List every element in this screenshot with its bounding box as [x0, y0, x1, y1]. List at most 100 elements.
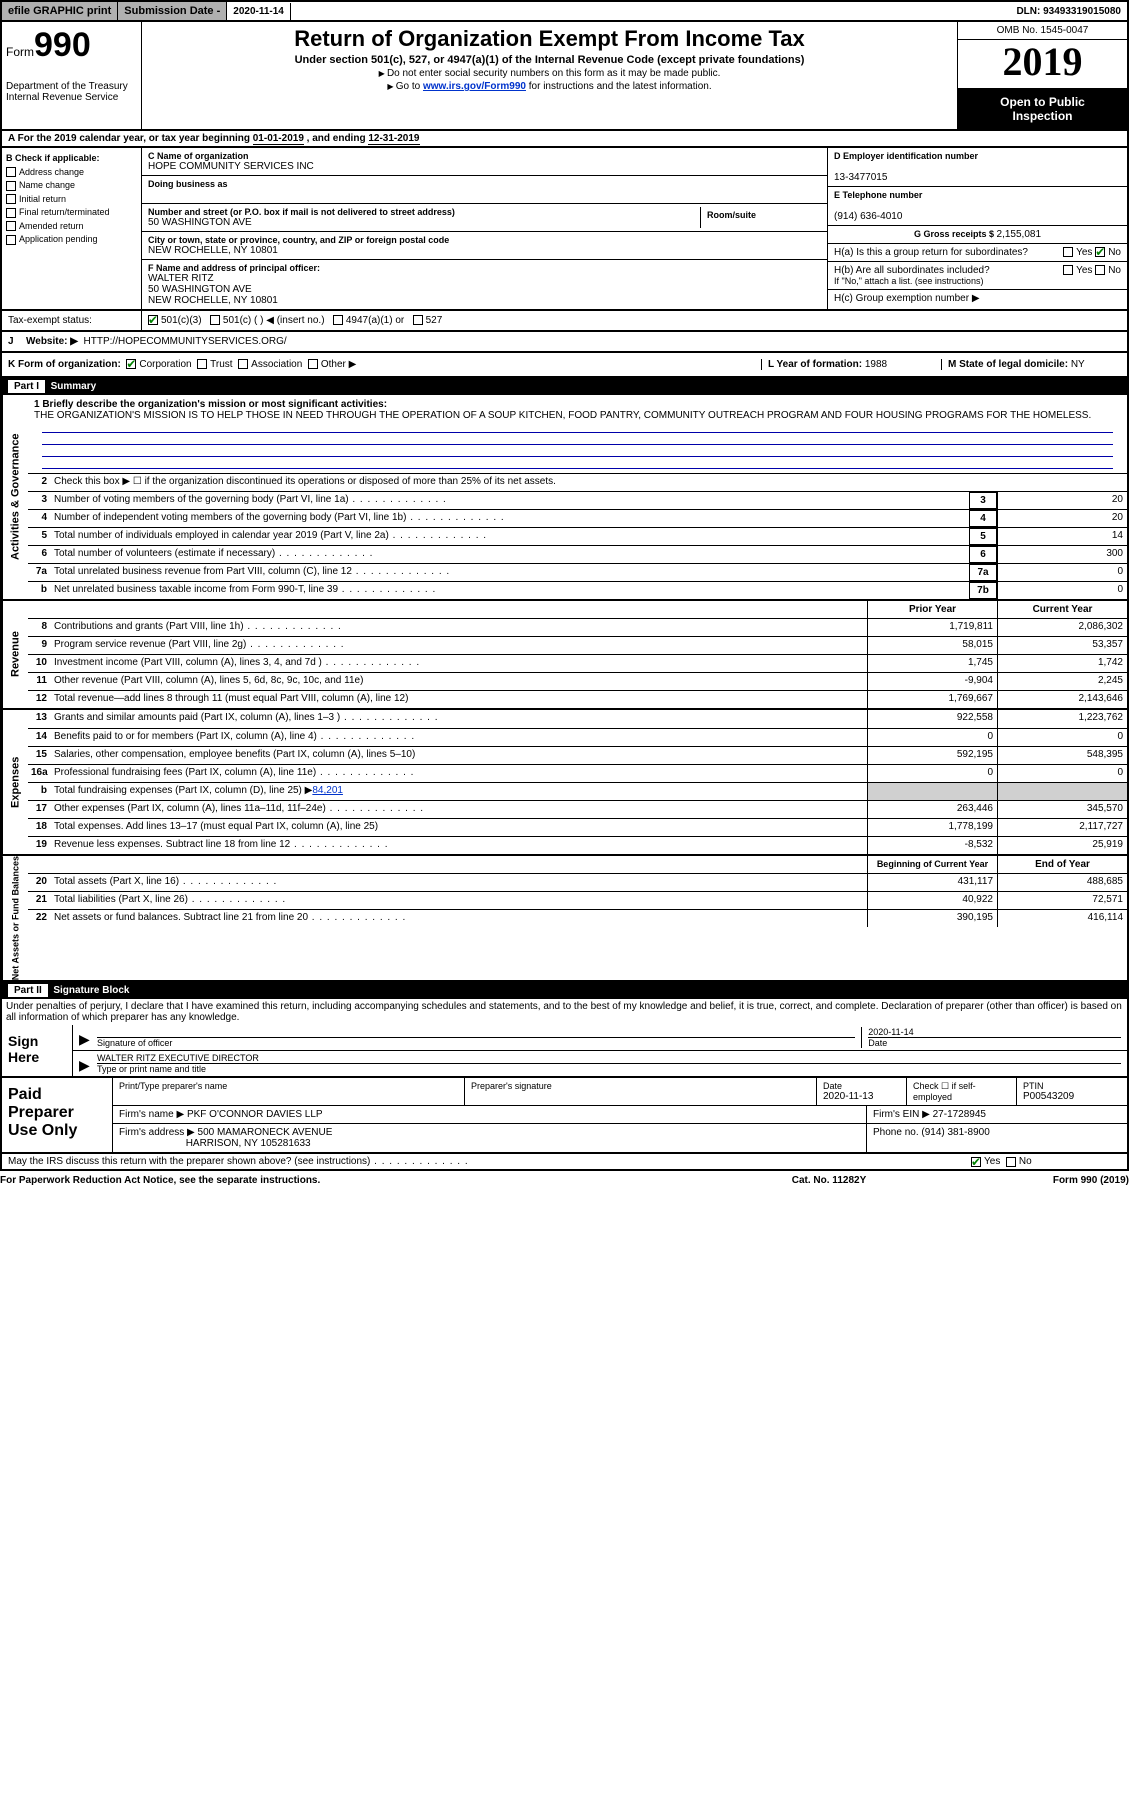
- irs: Internal Revenue Service: [6, 92, 137, 103]
- cb-amended: Amended return: [6, 220, 137, 234]
- form990-link[interactable]: www.irs.gov/Form990: [423, 81, 526, 92]
- form-subtitle: Under section 501(c), 527, or 4947(a)(1)…: [150, 54, 949, 66]
- penalty-text: Under penalties of perjury, I declare th…: [0, 999, 1129, 1025]
- period-row: A For the 2019 calendar year, or tax yea…: [0, 131, 1129, 148]
- firm-addr1: 500 MAMARONECK AVENUE: [198, 1127, 333, 1138]
- dba-cell: Doing business as: [142, 176, 827, 204]
- sig-date: 2020-11-14: [868, 1027, 1121, 1037]
- sig-officer-label: Signature of officer: [97, 1037, 855, 1048]
- cb-501c3: [148, 315, 158, 325]
- form-version: Form 990 (2019): [929, 1175, 1129, 1186]
- activities-section: Activities & Governance 1 Briefly descri…: [0, 395, 1129, 601]
- line10: 10Investment income (Part VIII, column (…: [28, 654, 1127, 672]
- fundraising-link[interactable]: 84,201: [312, 785, 343, 796]
- officer-addr2: NEW ROCHELLE, NY 10801: [148, 295, 821, 306]
- net-headers: Beginning of Current YearEnd of Year: [28, 856, 1127, 873]
- line2: 2Check this box ▶ ☐ if the organization …: [28, 473, 1127, 491]
- officer-cell: F Name and address of principal officer:…: [142, 260, 827, 309]
- city-state-zip: NEW ROCHELLE, NY 10801: [148, 245, 821, 256]
- line13: 13Grants and similar amounts paid (Part …: [28, 710, 1127, 728]
- gross-cell: G Gross receipts $ 2,155,081: [828, 226, 1127, 244]
- form-number: Form990: [6, 26, 137, 65]
- line19: 19Revenue less expenses. Subtract line 1…: [28, 836, 1127, 854]
- line5: 5Total number of individuals employed in…: [28, 527, 1127, 545]
- line9: 9Program service revenue (Part VIII, lin…: [28, 636, 1127, 654]
- line6: 6Total number of volunteers (estimate if…: [28, 545, 1127, 563]
- line11: 11Other revenue (Part VIII, column (A), …: [28, 672, 1127, 690]
- line22: 22Net assets or fund balances. Subtract …: [28, 909, 1127, 927]
- form-title: Return of Organization Exempt From Incom…: [150, 26, 949, 52]
- firm-addr2: HARRISON, NY 105281633: [186, 1138, 311, 1149]
- officer-addr1: 50 WASHINGTON AVE: [148, 284, 821, 295]
- line4: 4Number of independent voting members of…: [28, 509, 1127, 527]
- j-label: J: [2, 332, 20, 351]
- line1: 1 Briefly describe the organization's mi…: [28, 395, 1127, 473]
- line21: 21Total liabilities (Part X, line 26)40,…: [28, 891, 1127, 909]
- org-name: HOPE COMMUNITY SERVICES INC: [148, 161, 821, 172]
- efile-label[interactable]: efile GRAPHIC print: [2, 2, 118, 20]
- line15: 15Salaries, other compensation, employee…: [28, 746, 1127, 764]
- part2-bar: Part II Signature Block: [0, 982, 1129, 999]
- officer-print-name: WALTER RITZ EXECUTIVE DIRECTOR: [97, 1053, 1121, 1063]
- line18: 18Total expenses. Add lines 13–17 (must …: [28, 818, 1127, 836]
- arrow-icon: ▶: [79, 1031, 97, 1048]
- hb-note: If "No," attach a list. (see instruction…: [834, 276, 1121, 286]
- cb-pending: Application pending: [6, 233, 137, 247]
- ha-cell: H(a) Is this a group return for subordin…: [828, 244, 1127, 262]
- street-address: 50 WASHINGTON AVE: [148, 217, 700, 228]
- dept-treasury: Department of the Treasury: [6, 81, 137, 92]
- city-cell: City or town, state or province, country…: [142, 232, 827, 260]
- open-to-public: Open to PublicInspection: [958, 89, 1127, 129]
- firm-name: PKF O'CONNOR DAVIES LLP: [187, 1109, 323, 1120]
- part1-bar: Part I Summary: [0, 378, 1129, 395]
- arrow-icon: ▶: [79, 1057, 97, 1074]
- prep-name-lbl: Print/Type preparer's name: [119, 1081, 458, 1091]
- line3: 3Number of voting members of the governi…: [28, 491, 1127, 509]
- room-label: Room/suite: [701, 207, 821, 228]
- tax-year: 2019: [958, 40, 1127, 89]
- col-b: B Check if applicable: Address change Na…: [2, 148, 142, 309]
- org-name-cell: C Name of organization HOPE COMMUNITY SE…: [142, 148, 827, 176]
- addr-cell: Number and street (or P.O. box if mail i…: [142, 204, 827, 232]
- info-grid: B Check if applicable: Address change Na…: [0, 148, 1129, 311]
- form-note-2: Go to www.irs.gov/Form990 for instructio…: [150, 81, 949, 92]
- cb-initial: Initial return: [6, 193, 137, 207]
- form-note-1: Do not enter social security numbers on …: [150, 68, 949, 79]
- officer-name: WALTER RITZ: [148, 273, 821, 284]
- line20: 20Total assets (Part X, line 16)431,1174…: [28, 873, 1127, 891]
- state-domicile: NY: [1071, 359, 1085, 370]
- side-expenses: Expenses: [2, 710, 28, 854]
- phone-cell: E Telephone number (914) 636-4010: [828, 187, 1127, 226]
- hb-cell: H(b) Are all subordinates included? Yes …: [828, 262, 1127, 290]
- firm-ein: 27-1728945: [933, 1109, 986, 1120]
- prep-sig-lbl: Preparer's signature: [471, 1081, 810, 1091]
- line12: 12Total revenue—add lines 8 through 11 (…: [28, 690, 1127, 708]
- tax-status-row: Tax-exempt status: 501(c)(3) 501(c) ( ) …: [0, 311, 1129, 332]
- paid-preparer-block: Paid Preparer Use Only Print/Type prepar…: [0, 1078, 1129, 1154]
- cb-address: Address change: [6, 166, 137, 180]
- website-url: HTTP://HOPECOMMUNITYSERVICES.ORG/: [84, 336, 287, 347]
- sign-here: Sign Here: [2, 1025, 72, 1076]
- ptin: P00543209: [1023, 1091, 1121, 1102]
- line14: 14Benefits paid to or for members (Part …: [28, 728, 1127, 746]
- cat-no: Cat. No. 11282Y: [729, 1175, 929, 1186]
- side-revenue: Revenue: [2, 601, 28, 708]
- line17: 17Other expenses (Part IX, column (A), l…: [28, 800, 1127, 818]
- submission-date-label: Submission Date -: [118, 2, 227, 20]
- form-header: Form990 Department of the Treasury Inter…: [0, 22, 1129, 131]
- year-formation: 1988: [865, 359, 887, 370]
- signature-block: Sign Here ▶ Signature of officer 2020-11…: [0, 1025, 1129, 1078]
- line16a: 16aProfessional fundraising fees (Part I…: [28, 764, 1127, 782]
- ein-cell: D Employer identification number 13-3477…: [828, 148, 1127, 187]
- addr-label: Number and street (or P.O. box if mail i…: [148, 207, 700, 217]
- line16b: bTotal fundraising expenses (Part IX, co…: [28, 782, 1127, 800]
- mission-text: THE ORGANIZATION'S MISSION IS TO HELP TH…: [34, 410, 1091, 421]
- rev-headers: Prior YearCurrent Year: [28, 601, 1127, 618]
- website-row: J Website: ▶ HTTP://HOPECOMMUNITYSERVICE…: [0, 332, 1129, 353]
- line7a: 7aTotal unrelated business revenue from …: [28, 563, 1127, 581]
- phone: (914) 636-4010: [834, 211, 1121, 222]
- gross-receipts: 2,155,081: [997, 229, 1042, 240]
- prep-date: 2020-11-13: [823, 1091, 900, 1102]
- topbar: efile GRAPHIC print Submission Date - 20…: [0, 0, 1129, 22]
- colb-title: B Check if applicable:: [6, 152, 137, 166]
